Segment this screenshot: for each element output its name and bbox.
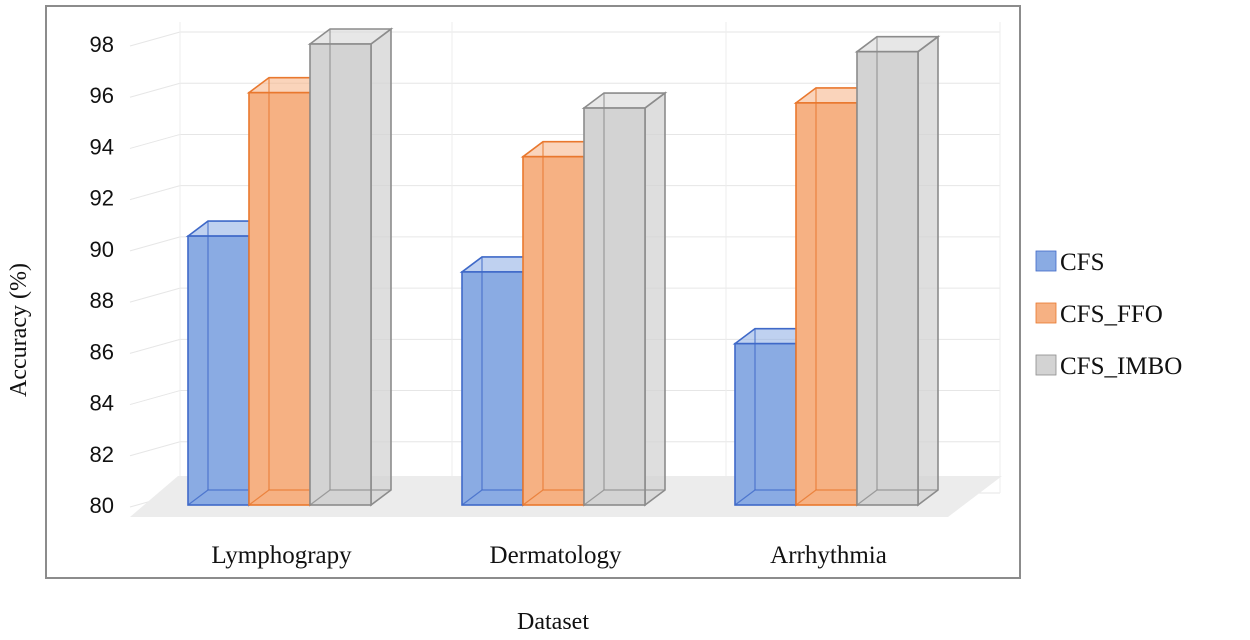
gridline-depth: [129, 287, 181, 303]
legend-item-cfs-imbo: CFS_IMBO: [1035, 353, 1182, 380]
gridline-depth: [129, 31, 181, 47]
gridline-depth: [129, 236, 181, 252]
x-tick-label-lymphograpy: Lymphograpy: [211, 542, 352, 569]
gridline-depth: [129, 338, 181, 354]
bar-front-face: [583, 107, 646, 506]
y-axis-ticks: 80 82 84 86 88 90 92 94 96 98: [90, 32, 114, 518]
bar-front-face: [248, 91, 311, 506]
y-axis-title: Accuracy (%): [6, 263, 32, 397]
y-tick-label: 82: [90, 442, 114, 467]
x-axis-categories: Lymphograpy Dermatology Arrhythmia: [211, 542, 886, 569]
bar-side-face: [370, 27, 392, 507]
legend-item-cfs: CFS: [1035, 249, 1104, 276]
bar-front-face: [795, 102, 858, 506]
bars: [185, 27, 941, 507]
gridline-depth: [129, 82, 181, 98]
bar-front-face: [187, 235, 250, 506]
bar-cfs-imbo-dermatology: [581, 91, 668, 507]
y-tick-label: 94: [90, 134, 114, 159]
y-tick-label: 88: [90, 288, 114, 313]
legend-swatch: [1035, 302, 1057, 324]
legend-label: CFS_IMBO: [1060, 353, 1182, 380]
y-tick-label: 80: [90, 493, 114, 518]
legend-swatch: [1035, 250, 1057, 272]
legend-swatch: [1035, 354, 1057, 376]
legend-item-cfs-ffo: CFS_FFO: [1035, 301, 1163, 328]
y-tick-label: 98: [90, 32, 114, 57]
y-tick-label: 92: [90, 186, 114, 211]
bar-cfs-imbo-lymphograpy: [307, 27, 394, 507]
y-tick-label: 86: [90, 339, 114, 364]
legend: CFS CFS_FFO CFS_IMBO: [1035, 249, 1182, 380]
bar-side-face: [917, 35, 939, 507]
bar-front-face: [309, 43, 372, 506]
bar-cfs-imbo-arrhythmia: [854, 35, 941, 507]
x-tick-label-arrhythmia: Arrhythmia: [770, 542, 887, 569]
gridline-depth: [129, 185, 181, 201]
y-tick-label: 96: [90, 83, 114, 108]
gridline-depth: [129, 390, 181, 406]
y-tick-label: 90: [90, 237, 114, 262]
x-axis-title: Dataset: [517, 609, 589, 635]
legend-label: CFS_FFO: [1060, 301, 1163, 328]
bar-front-face: [461, 271, 524, 506]
y-tick-label: 84: [90, 391, 114, 416]
bar-side-face: [644, 91, 666, 507]
legend-label: CFS: [1060, 249, 1104, 276]
bar-front-face: [856, 50, 919, 506]
bar-front-face: [522, 155, 585, 506]
gridline-depth: [129, 133, 181, 149]
bar-front-face: [734, 342, 797, 506]
x-tick-label-dermatology: Dermatology: [490, 542, 622, 569]
gridline-depth: [129, 441, 181, 457]
